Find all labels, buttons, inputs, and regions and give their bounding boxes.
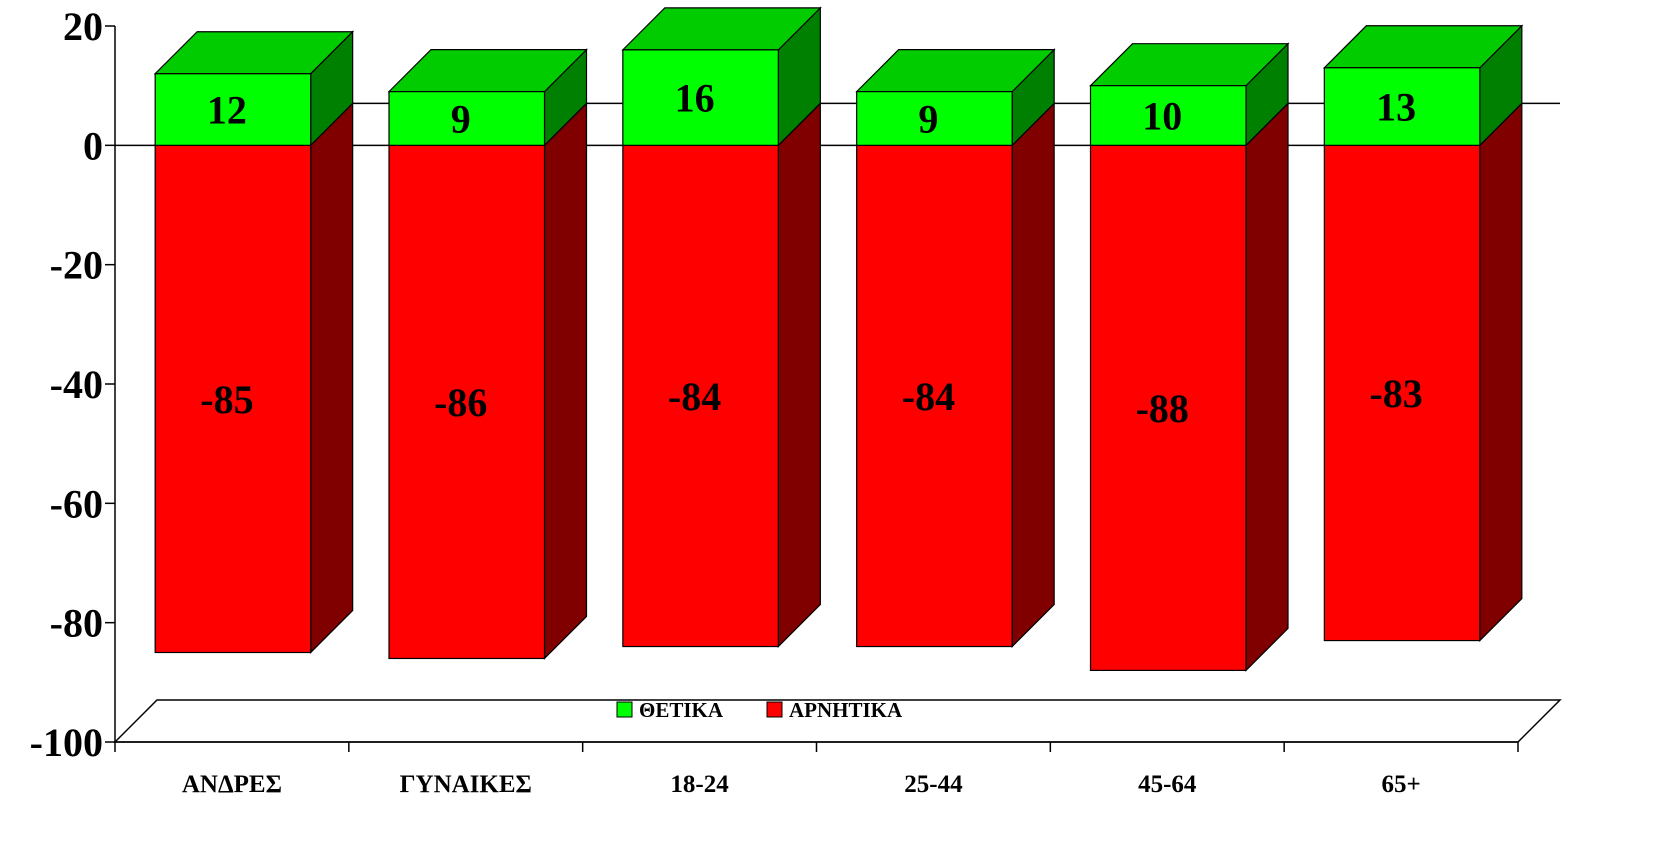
data-label-positive: 10	[1142, 94, 1182, 139]
bar-negative-side	[1479, 101, 1523, 643]
y-tick-label: -20	[50, 243, 103, 288]
y-tick-label: -100	[30, 720, 103, 765]
data-label-negative: -83	[1369, 371, 1422, 416]
bars-layer	[153, 6, 1524, 672]
legend-swatch-positive	[616, 701, 633, 718]
y-tick-label: -40	[50, 362, 103, 407]
bar-negative-group	[856, 101, 1055, 648]
legend: ΘΕΤΙΚΑ ΑΡΝΗΤΙΚΑ	[616, 698, 903, 722]
y-tick-label: -60	[50, 481, 103, 526]
data-label-positive: 9	[918, 96, 938, 141]
bar-negative-side	[1245, 101, 1289, 672]
bar-positive	[388, 91, 546, 146]
x-tick-label: 45-64	[1138, 771, 1197, 798]
x-tick-label: ΑΝΔΡΕΣ	[182, 771, 282, 798]
bar-negative	[1089, 144, 1247, 671]
bar-negative	[622, 144, 779, 648]
bar-negative	[856, 144, 1013, 648]
data-label-positive: 13	[1376, 85, 1416, 130]
y-tick-label: -80	[50, 601, 103, 646]
bar-positive-group	[855, 48, 1056, 147]
bar-positive	[1323, 67, 1481, 146]
bar-negative-side	[310, 101, 354, 654]
y-tick-label: 0	[83, 123, 103, 168]
bar-negative-side	[777, 101, 821, 648]
bar-negative-group	[388, 101, 588, 660]
bar-positive	[622, 49, 779, 146]
bar-positive-group	[1089, 42, 1290, 147]
data-label-negative: -84	[668, 374, 721, 419]
data-label-negative: -84	[902, 374, 955, 419]
data-label-positive: 12	[207, 88, 247, 133]
legend-label-positive: ΘΕΤΙΚΑ	[639, 698, 724, 722]
x-tick-label: ΓΥΝΑΙΚΕΣ	[400, 771, 532, 798]
data-label-negative: -88	[1136, 386, 1189, 431]
bar-positive	[1089, 85, 1247, 146]
bar-positive-group	[387, 48, 588, 147]
data-label-positive: 9	[451, 96, 471, 141]
bar-negative-group	[154, 101, 354, 654]
bar-negative-group	[622, 101, 821, 648]
bar-negative	[1323, 144, 1481, 642]
bar-negative-side	[1011, 101, 1055, 648]
legend-label-negative: ΑΡΝΗΤΙΚΑ	[789, 698, 903, 722]
legend-swatch-negative	[766, 701, 783, 718]
x-tick-label: 65+	[1381, 771, 1420, 798]
data-label-positive: 16	[675, 76, 715, 121]
bar-negative	[388, 144, 546, 660]
x-tick-label: 18-24	[670, 771, 729, 798]
bar-positive	[154, 73, 312, 146]
data-label-negative: -85	[200, 377, 253, 422]
bar-positive-group	[1322, 24, 1524, 147]
bar-negative	[154, 144, 312, 654]
y-tick-label: 20	[63, 4, 103, 49]
bar-negative-side	[543, 101, 588, 660]
x-tick-label: 25-44	[904, 771, 963, 798]
value-labels-layer: 12 -85 9 -86 16 -84 9 -84 10 -88 13 -83	[200, 76, 1422, 431]
data-label-negative: -86	[434, 380, 487, 425]
bar-negative-group	[1089, 101, 1289, 672]
bar-positive-group	[153, 30, 355, 147]
bar-positive-group	[621, 6, 822, 147]
axes-layer: 20 0 -20 -40 -60 -80 -100 ΑΝΔΡΕΣ ΓΥΝΑΙΚΕΣ 18-24 25…	[30, 4, 1519, 798]
bar-negative-group	[1323, 101, 1523, 643]
bar-positive	[856, 91, 1013, 146]
